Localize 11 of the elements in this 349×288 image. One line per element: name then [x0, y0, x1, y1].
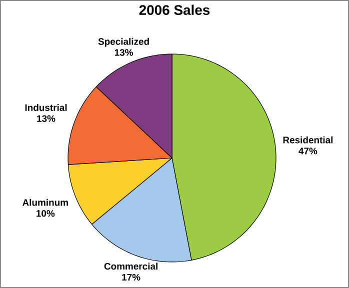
slice-label: Commercial — [104, 262, 158, 270]
data-label: 13% — [37, 115, 56, 122]
slice-label: Specialized — [98, 38, 149, 47]
data-label: 17% — [122, 274, 140, 281]
slice-label: Industrial — [25, 104, 67, 111]
slice-label: Residential — [283, 136, 333, 144]
data-label: 47% — [298, 148, 318, 154]
slice-label: Aluminum — [22, 198, 68, 206]
data-label: 10% — [36, 210, 55, 217]
chart-title: 2006 Sales — [139, 4, 210, 15]
data-label: 13% — [114, 49, 134, 56]
